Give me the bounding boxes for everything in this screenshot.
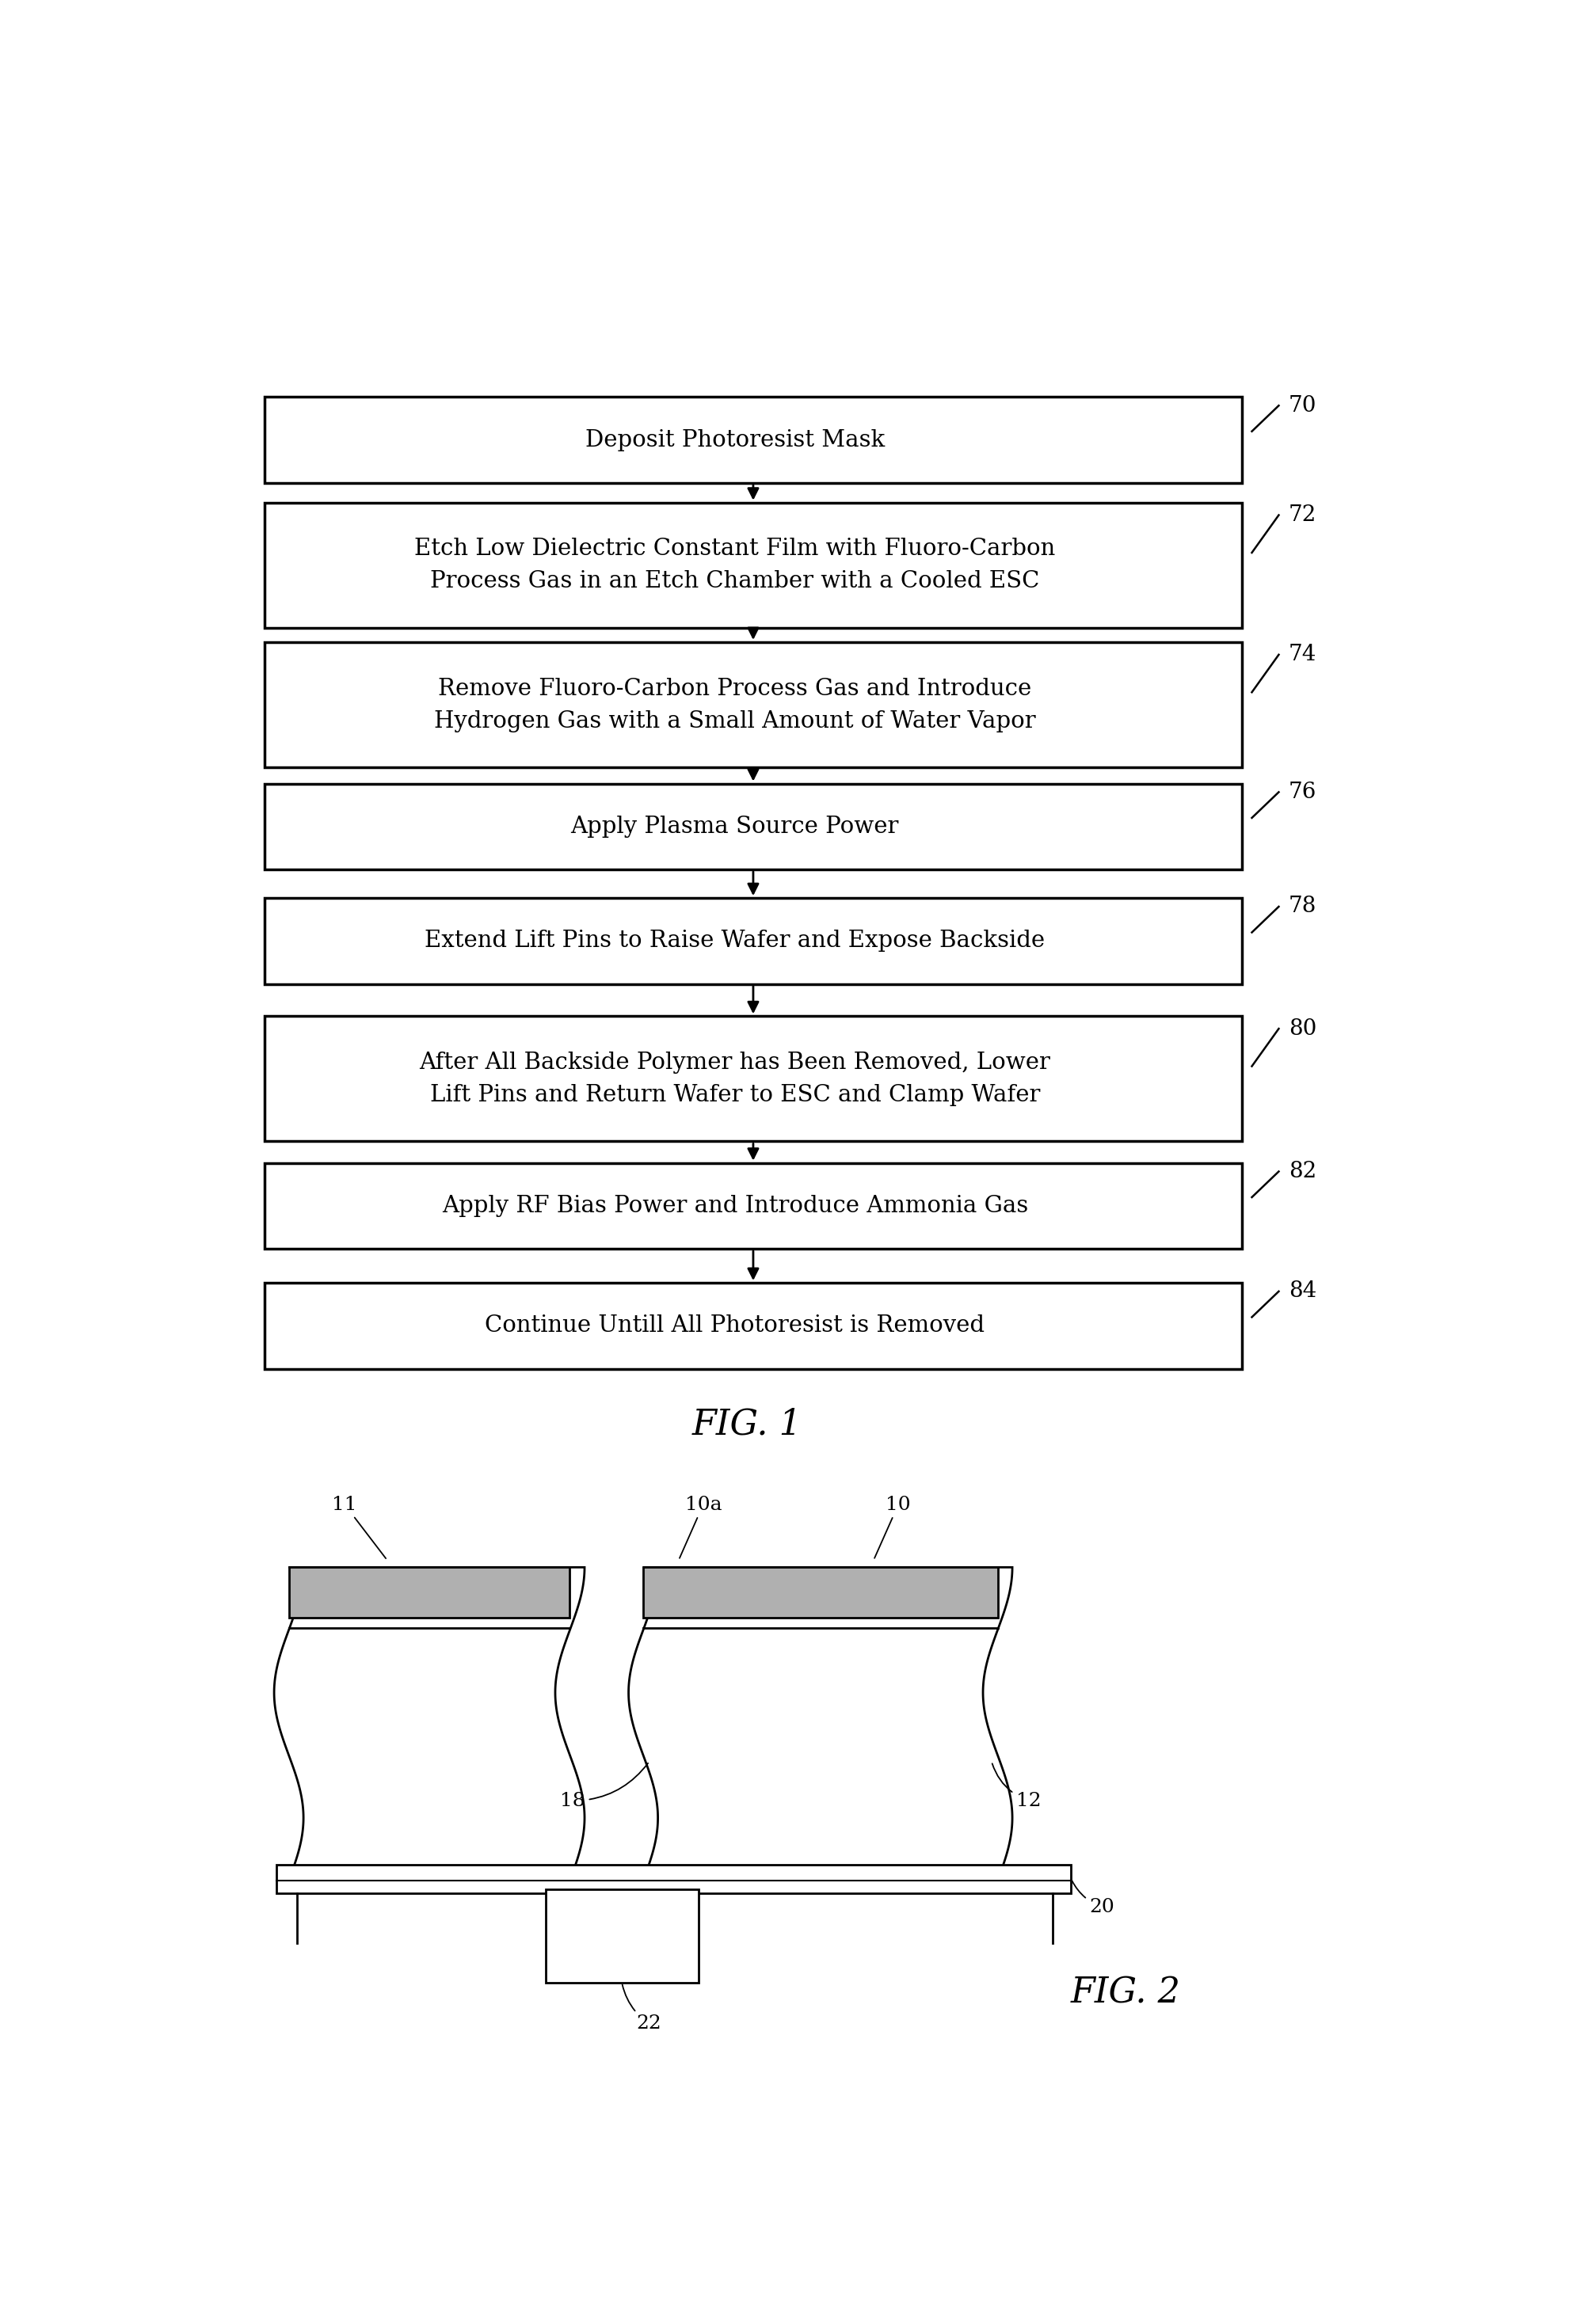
Text: 80: 80: [1288, 1018, 1317, 1039]
Bar: [265, 641, 1243, 767]
Text: After All Backside Polymer has Been Removed, Lower: After All Backside Polymer has Been Remo…: [419, 1050, 1050, 1074]
Text: 78: 78: [1288, 897, 1317, 918]
Text: Process Gas in an Etch Chamber with a Cooled ESC: Process Gas in an Etch Chamber with a Co…: [431, 569, 1039, 593]
Text: Apply Plasma Source Power: Apply Plasma Source Power: [571, 816, 899, 837]
Text: Extend Lift Pins to Raise Wafer and Expose Backside: Extend Lift Pins to Raise Wafer and Expo…: [424, 930, 1046, 953]
Text: Deposit Photoresist Mask: Deposit Photoresist Mask: [585, 430, 885, 451]
Text: 12: 12: [992, 1764, 1041, 1810]
Text: 22: 22: [623, 1985, 662, 2034]
Text: FIG. 2: FIG. 2: [1071, 1975, 1181, 2010]
Text: Apply RF Bias Power and Introduce Ammonia Gas: Apply RF Bias Power and Introduce Ammoni…: [442, 1195, 1028, 1218]
Bar: [289, 1566, 569, 1618]
Bar: [265, 502, 1243, 627]
Text: 72: 72: [1288, 504, 1317, 525]
Text: FIG. 1: FIG. 1: [692, 1406, 803, 1441]
Text: 70: 70: [1288, 395, 1317, 416]
Text: Lift Pins and Return Wafer to ESC and Clamp Wafer: Lift Pins and Return Wafer to ESC and Cl…: [431, 1083, 1039, 1106]
Text: 82: 82: [1288, 1160, 1317, 1183]
Text: Hydrogen Gas with a Small Amount of Water Vapor: Hydrogen Gas with a Small Amount of Wate…: [434, 709, 1036, 732]
Bar: [276, 1864, 1071, 1894]
Text: 10: 10: [875, 1494, 912, 1557]
Polygon shape: [274, 1566, 585, 1880]
Bar: [546, 1889, 699, 1982]
Text: Etch Low Dielectric Constant Film with Fluoro-Carbon: Etch Low Dielectric Constant Film with F…: [415, 537, 1055, 560]
Bar: [265, 783, 1243, 869]
Bar: [643, 1566, 998, 1618]
Text: 76: 76: [1288, 781, 1317, 802]
Text: 10a: 10a: [680, 1494, 722, 1557]
Bar: [265, 1283, 1243, 1369]
Text: 20: 20: [1072, 1880, 1115, 1917]
Bar: [265, 1162, 1243, 1248]
Bar: [265, 897, 1243, 983]
Bar: [265, 397, 1243, 483]
Text: 84: 84: [1288, 1281, 1317, 1301]
Text: 11: 11: [333, 1494, 386, 1559]
Text: Continue Untill All Photoresist is Removed: Continue Untill All Photoresist is Remov…: [486, 1315, 984, 1336]
Text: 18: 18: [560, 1764, 648, 1810]
Text: 74: 74: [1288, 644, 1317, 665]
Bar: [265, 1016, 1243, 1141]
Text: Remove Fluoro-Carbon Process Gas and Introduce: Remove Fluoro-Carbon Process Gas and Int…: [438, 676, 1031, 700]
Polygon shape: [629, 1566, 1012, 1880]
